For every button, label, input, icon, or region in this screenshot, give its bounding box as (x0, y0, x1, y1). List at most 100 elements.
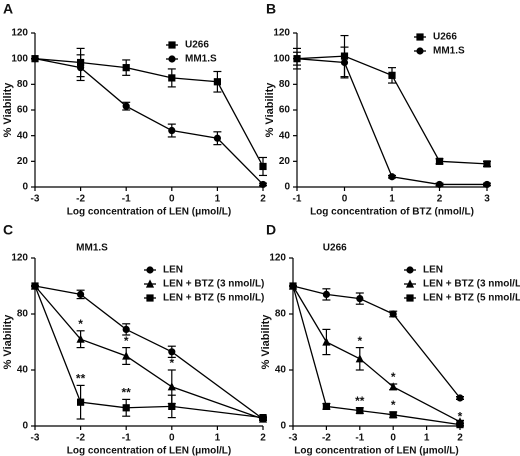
x-axis-label: Log concentration of BTZ (nmol/L) (310, 207, 474, 218)
y-axis-label: % Viability (2, 82, 14, 138)
y-tick-label: 20 (17, 156, 29, 167)
series-line (34, 285, 264, 419)
marker (435, 180, 444, 189)
x-axis-label: Log concentration of LEN (μmol/L) (67, 207, 231, 218)
marker (146, 266, 154, 274)
y-tick-label: 100 (11, 53, 28, 64)
y-tick-label: 80 (275, 309, 287, 320)
x-tick-label: -2 (76, 433, 85, 444)
y-tick-label: 0 (22, 182, 28, 193)
x-tick-label: 3 (484, 194, 490, 205)
y-tick-label: 60 (279, 105, 291, 116)
panel-label: C (3, 222, 13, 238)
y-tick-label: 0 (284, 182, 290, 193)
x-tick-label: -1 (355, 433, 364, 444)
y-tick-label: 20 (279, 156, 291, 167)
marker (122, 351, 131, 360)
legend-label: U266 (433, 32, 457, 43)
x-axis-label: Log concentration of LEN (μmol/L) (67, 446, 231, 456)
legend-label: LEN + BTZ (3 nmol/L) (163, 279, 264, 290)
y-tick-label: 120 (273, 28, 290, 39)
y-tick-label: 100 (273, 53, 290, 64)
series-line (34, 58, 264, 167)
marker (356, 407, 364, 415)
marker (405, 279, 415, 288)
marker (122, 64, 130, 72)
significance-mark: ** (122, 386, 132, 400)
marker (259, 414, 267, 422)
y-tick-label: 120 (269, 253, 286, 264)
significance-mark: * (78, 317, 83, 331)
marker (146, 294, 154, 302)
panel-label: B (266, 1, 276, 17)
significance-mark: ** (76, 372, 86, 386)
y-tick-label: 80 (279, 79, 291, 90)
y-axis-label: % Viability (264, 82, 276, 138)
panel-label: D (266, 222, 276, 238)
x-tick-label: 2 (260, 433, 266, 444)
marker (31, 55, 39, 63)
y-tick-label: 60 (17, 105, 29, 116)
marker (388, 173, 396, 181)
marker (31, 282, 39, 290)
marker (168, 74, 176, 82)
marker (213, 134, 221, 142)
marker (145, 279, 155, 288)
marker (76, 334, 85, 343)
x-tick-label: 2 (437, 194, 443, 205)
x-tick-label: -3 (31, 433, 40, 444)
marker (456, 421, 464, 429)
legend-label: LEN (423, 265, 443, 276)
y-tick-label: 80 (17, 79, 29, 90)
x-tick-label: 2 (457, 433, 463, 444)
legend-label: LEN + BTZ (5 nmol/L) (423, 293, 520, 304)
series-line (34, 58, 264, 185)
panel-label: A (3, 1, 13, 17)
marker (293, 55, 301, 63)
legend-label: LEN (163, 265, 183, 276)
marker (389, 411, 397, 419)
legend-label: U266 (185, 40, 209, 51)
x-tick-label: -2 (76, 194, 85, 205)
significance-mark: * (357, 334, 362, 348)
marker (122, 404, 130, 412)
marker (483, 180, 491, 189)
x-tick-label: -1 (122, 194, 131, 205)
y-tick-label: 80 (17, 309, 29, 320)
x-tick-label: -3 (289, 433, 298, 444)
y-axis-label: % Viability (2, 314, 14, 370)
x-tick-label: 2 (260, 194, 266, 205)
marker (416, 47, 424, 55)
x-tick-label: 1 (215, 433, 221, 444)
x-tick-label: -3 (31, 194, 40, 205)
marker (406, 266, 414, 274)
significance-mark: ** (355, 394, 365, 408)
x-tick-label: 1 (389, 194, 395, 205)
marker (322, 290, 330, 298)
marker (168, 55, 176, 63)
marker (213, 78, 221, 86)
marker (388, 71, 396, 79)
marker (168, 41, 176, 49)
series-line (34, 285, 264, 420)
marker (456, 394, 464, 402)
legend-label: LEN + BTZ (3 nmol/L) (423, 279, 520, 290)
marker (483, 160, 491, 168)
marker (435, 157, 444, 165)
significance-mark: * (391, 398, 396, 412)
marker (77, 398, 85, 406)
x-axis-label: Log concentration of LEN (μmol/L) (294, 446, 458, 456)
marker (168, 402, 176, 410)
marker (356, 295, 364, 303)
significance-mark: * (169, 356, 174, 370)
marker (167, 382, 176, 391)
y-tick-label: 40 (17, 365, 29, 376)
x-tick-label: 1 (424, 433, 430, 444)
marker (122, 102, 130, 110)
x-tick-label: 0 (390, 433, 396, 444)
legend-label: LEN + BTZ (5 nmol/L) (163, 293, 264, 304)
marker (259, 162, 267, 171)
x-tick-label: -2 (322, 433, 331, 444)
marker (389, 310, 397, 318)
marker (406, 294, 414, 302)
